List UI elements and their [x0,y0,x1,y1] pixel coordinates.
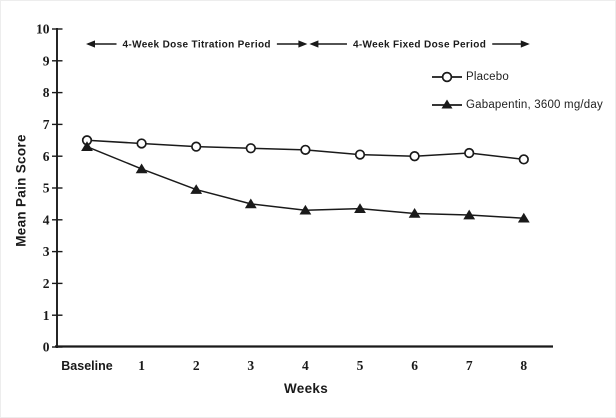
annotation-label: 4-Week Fixed Dose Period [353,40,486,51]
x-tick-label: 5 [357,358,364,373]
placebo-point [245,143,256,154]
y-tick-label: 4 [43,212,50,227]
x-tick-label: 3 [247,358,254,373]
x-tick-label: 8 [520,358,527,373]
gabapentin-point [244,198,257,209]
annotation-label-mask [116,39,277,51]
placebo-point [464,147,475,159]
y-axis-title: Mean Pain Score [13,134,29,247]
arrow-left-head [86,40,95,48]
placebo-point [518,154,529,165]
legend: Placebo Gabapentin, 3600 mg/day [431,66,603,122]
x-tick-label: 1 [138,358,145,373]
gabapentin-point [354,203,366,213]
y-tick-label: 6 [43,149,50,164]
gabapentin-point [408,208,421,218]
placebo-point [409,151,420,162]
filled-triangle-marker-icon [432,99,462,109]
gabapentin-point [299,204,312,215]
y-tick-label: 1 [43,308,50,323]
y-tick-label: 10 [36,22,50,37]
y-tick-label: 9 [43,53,50,68]
arrow-right-head [520,40,530,48]
y-tick-label: 2 [43,276,50,291]
gabapentin-point [517,212,530,223]
placebo-point [354,149,366,160]
annotation-label: 4-Week Dose Titration Period [123,40,271,51]
legend-item-gabapentin: Gabapentin, 3600 mg/day [431,94,603,116]
x-tick-label: 4 [302,358,309,373]
y-tick-label: 7 [43,117,50,132]
x-tick-label: Baseline [61,359,112,373]
x-axis-title: Weeks [283,381,329,396]
y-tick-label: 8 [43,85,50,100]
placebo-point [136,138,147,149]
gabapentin-point [135,163,148,174]
placebo-point [300,144,311,155]
gabapentin-point [463,209,476,220]
open-circle-marker-icon [432,71,462,83]
y-tick-label: 0 [43,340,50,355]
placebo-point [191,141,202,152]
x-tick-label: 7 [466,358,473,373]
gabapentin-point [81,141,93,151]
legend-item-placebo: Placebo [431,66,603,88]
x-tick-label: 6 [411,358,418,373]
gabapentin-point [190,184,203,194]
arrow-right-head [298,40,308,48]
y-tick-label: 5 [43,181,50,196]
annotation-label-mask [346,39,493,51]
x-tick-label: 2 [193,358,200,373]
legend-label-placebo: Placebo [466,71,509,83]
legend-label-gabapentin: Gabapentin, 3600 mg/day [466,99,603,111]
arrow-left-head [309,40,319,48]
y-tick-label: 3 [43,244,50,259]
